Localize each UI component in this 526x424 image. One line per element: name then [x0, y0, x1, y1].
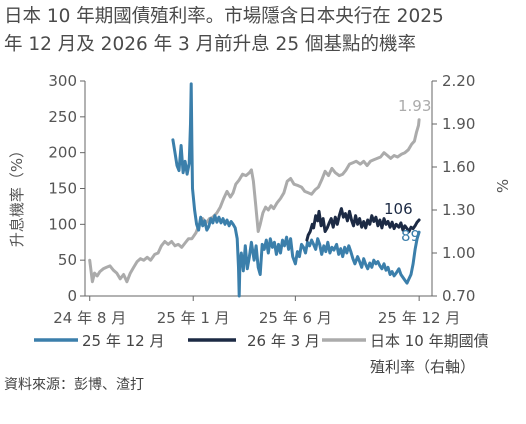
y-right-tick-label: 0.70	[442, 287, 475, 305]
series-line-mar26	[305, 207, 421, 242]
series-line-dec25	[171, 82, 421, 298]
legend: 25 年 12 月 26 年 3 月 日本 10 年期國債 殖利率（右軸）	[34, 332, 489, 376]
y-right-tick-label: 1.90	[442, 115, 475, 133]
source-note: 資料來源：彭博、渣打	[4, 376, 144, 393]
legend-label-dec25: 25 年 12 月	[82, 332, 164, 350]
y-left-tick-label: 50	[58, 251, 77, 269]
end-label-jgb: 1.93	[398, 97, 431, 115]
x-tick-label: 25 年 12 月	[378, 309, 460, 327]
series-layer: 1.93 106 89	[88, 82, 431, 298]
y-axis-right-label: %	[494, 179, 512, 193]
legend-label-jgb-line1: 日本 10 年期國債	[370, 332, 489, 350]
x-tick-label: 25 年 1 月	[157, 309, 230, 327]
y-right-tick-label: 1.30	[442, 201, 475, 219]
series-line-jgb	[88, 118, 421, 284]
y-axis-left-label: 升息機率（%）	[8, 143, 26, 247]
legend-label-mar26: 26 年 3 月	[247, 332, 320, 350]
y-right-tick-label: 1.00	[442, 244, 475, 262]
axes: 0 50 100 150 200 250 300 0.70 1.00 1.30 1.60 1.90 2.…	[48, 72, 475, 327]
end-label-mar26: 106	[384, 200, 413, 218]
end-label-dec25: 89	[401, 227, 420, 245]
y-left-tick-label: 100	[48, 215, 77, 233]
chart-title-line2: 年 12 月及 2026 年 3 月前升息 25 個基點的機率	[4, 34, 416, 55]
y-left-tick-label: 200	[48, 144, 77, 162]
y-left-tick-label: 0	[67, 287, 77, 305]
x-tick-label: 24 年 8 月	[53, 309, 126, 327]
y-left-tick-label: 150	[48, 180, 77, 198]
y-right-tick-label: 1.60	[442, 158, 475, 176]
chart-title-line1: 日本 10 年期國債殖利率。市場隱含日本央行在 2025	[4, 5, 444, 27]
y-right-tick-label: 2.20	[442, 72, 475, 90]
x-tick-label: 25 年 6 月	[259, 309, 332, 327]
legend-label-jgb-line2: 殖利率（右軸）	[370, 358, 475, 376]
y-left-tick-label: 250	[48, 108, 77, 126]
y-left-tick-label: 300	[48, 72, 77, 90]
